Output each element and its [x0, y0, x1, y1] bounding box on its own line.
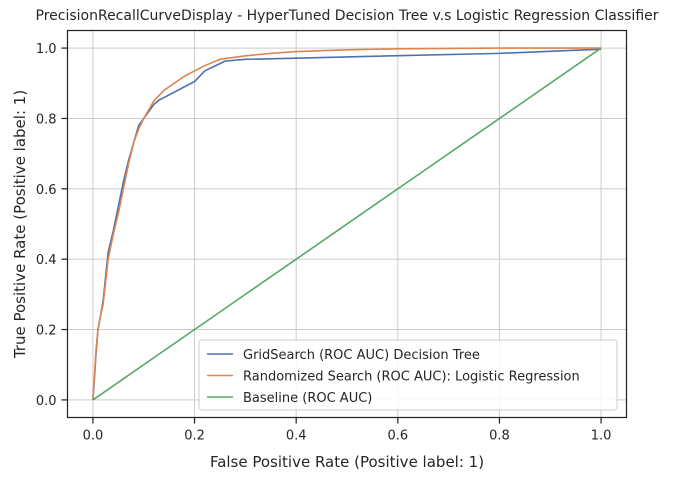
legend-label: Baseline (ROC AUC)	[243, 391, 372, 406]
y-tick-label: 0.0	[36, 394, 57, 409]
plot-frame	[66, 29, 628, 419]
legend-label: Randomized Search (ROC AUC): Logistic Re…	[243, 370, 580, 385]
x-tick-label: 0.6	[387, 429, 408, 444]
legend: GridSearch (ROC AUC) Decision Tree Random…	[198, 339, 618, 411]
x-tick-label: 0.2	[184, 429, 205, 444]
series-line-3	[92, 47, 602, 401]
x-tick-label: 0.0	[83, 429, 104, 444]
y-tick-label: 0.8	[36, 112, 57, 127]
x-tick-label: 0.8	[489, 429, 510, 444]
legend-label: GridSearch (ROC AUC) Decision Tree	[243, 348, 480, 363]
y-tick-label: 0.2	[36, 324, 57, 339]
chart-title: PrecisionRecallCurveDisplay - HyperTuned…	[36, 8, 659, 24]
x-tick-label: 0.4	[286, 429, 307, 444]
y-axis-label: True Positive Rate (Positive label: 1)	[11, 90, 29, 359]
grid	[67, 30, 627, 418]
y-tick-label: 0.6	[36, 183, 57, 198]
y-tick-label: 0.4	[36, 253, 57, 268]
legend-box	[198, 339, 618, 411]
y-tick-label: 1.0	[36, 42, 57, 57]
axis-ticks: 0.0 0.2 0.4 0.6 0.8 1.0 0.0 0.2 0.4 0.6 0.8 1.0	[36, 42, 612, 443]
series-lines	[92, 47, 602, 401]
x-tick-label: 1.0	[591, 429, 612, 444]
x-axis-label: False Positive Rate (Positive label: 1)	[210, 453, 484, 471]
series-line-2	[92, 47, 602, 400]
